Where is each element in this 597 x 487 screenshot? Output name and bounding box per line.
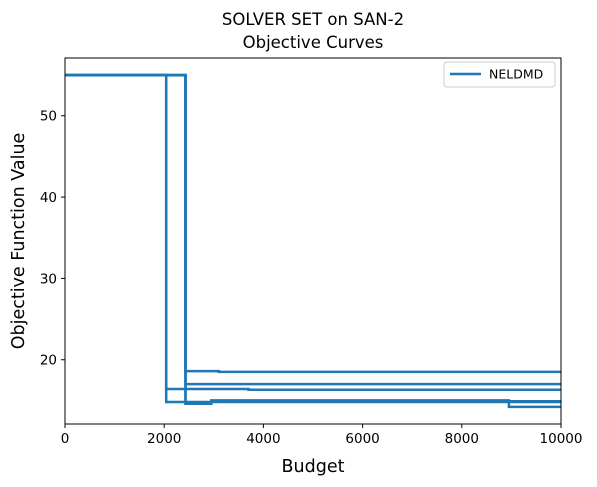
- x-tick-label: 8000: [445, 431, 479, 447]
- x-axis: 0 2000 4000 6000 8000 10000: [61, 424, 583, 447]
- legend-label: NELDMD: [489, 67, 543, 82]
- legend-box: [443, 61, 556, 88]
- x-tick-label: 6000: [345, 431, 379, 447]
- chart-title: SOLVER SET on SAN-2: [222, 10, 404, 29]
- x-tick-label: 0: [61, 431, 70, 447]
- x-tick-label: 10000: [540, 431, 583, 447]
- y-tick-label: 50: [40, 109, 57, 125]
- legend: NELDMD: [443, 61, 556, 88]
- x-axis-label: Budget: [282, 457, 345, 477]
- y-tick-label: 30: [40, 271, 57, 287]
- series-group: [65, 73, 561, 409]
- series-line-6: [65, 73, 561, 405]
- y-axis-label: Objective Function Value: [9, 133, 29, 350]
- y-tick-label: 20: [40, 353, 57, 369]
- chart-subtitle: Objective Curves: [243, 33, 384, 52]
- y-tick-label: 40: [40, 190, 57, 206]
- x-tick-label: 4000: [246, 431, 280, 447]
- plot-frame: [64, 57, 562, 425]
- y-axis: 20 30 40 50: [40, 109, 65, 369]
- x-tick-label: 2000: [147, 431, 181, 447]
